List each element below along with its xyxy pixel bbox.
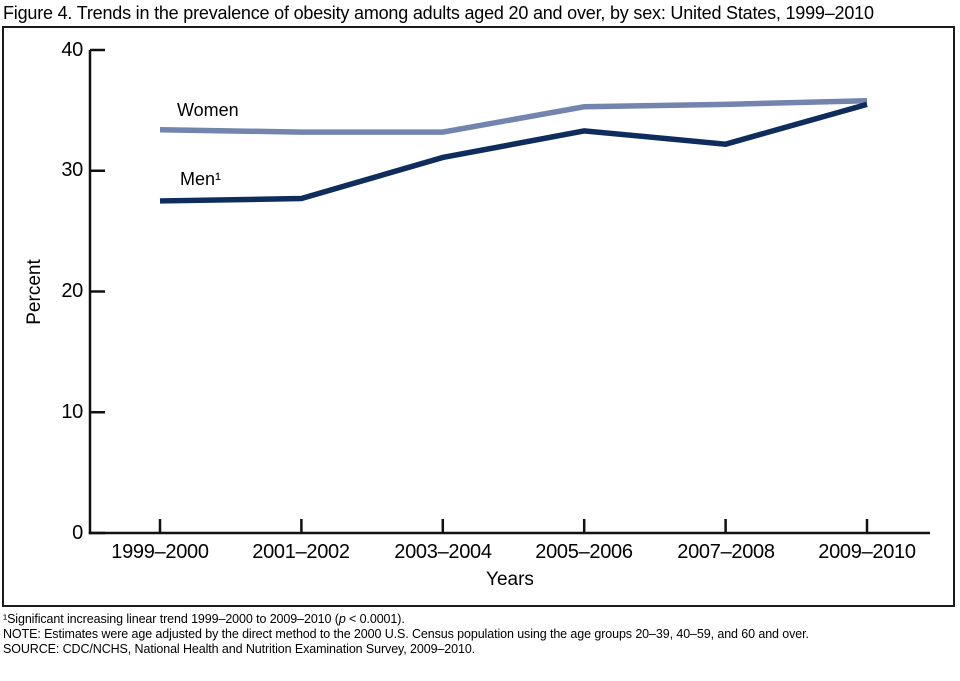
x-tick-label: 2007–2008 [677, 541, 775, 563]
x-tick-label: 2005–2006 [535, 541, 633, 563]
y-tick-label: 20 [61, 280, 83, 302]
y-tick-label: 30 [61, 159, 83, 181]
x-tick-label: 1999–2000 [111, 541, 209, 563]
women-series-label: Women [177, 100, 239, 120]
women-series-line [159, 97, 868, 135]
y-tick-label: 10 [61, 401, 83, 423]
y-tick-label: 40 [61, 39, 83, 61]
y-axis-title: Percent [24, 259, 45, 325]
footnote-significance-pre: ¹Significant increasing linear trend 199… [3, 612, 339, 626]
footnote-note: NOTE: Estimates were age adjusted by the… [3, 627, 809, 641]
men-series-line [159, 101, 868, 204]
figure-title: Figure 4. Trends in the prevalence of ob… [3, 3, 874, 23]
footnote-p-symbol: p [338, 612, 346, 626]
footnote-significance: ¹Significant increasing linear trend 199… [3, 612, 405, 627]
y-tick-label: 0 [72, 522, 83, 544]
men-series-label: Men¹ [180, 169, 222, 189]
footnote-source: SOURCE: CDC/NCHS, National Health and Nu… [3, 642, 476, 656]
x-tick-label: 2003–2004 [394, 541, 492, 563]
x-tick-label: 2001–2002 [252, 541, 350, 563]
x-tick-label: 2009–2010 [818, 541, 916, 563]
x-axis-title: Years [486, 569, 534, 590]
footnote-significance-post: < 0.0001). [345, 612, 405, 626]
